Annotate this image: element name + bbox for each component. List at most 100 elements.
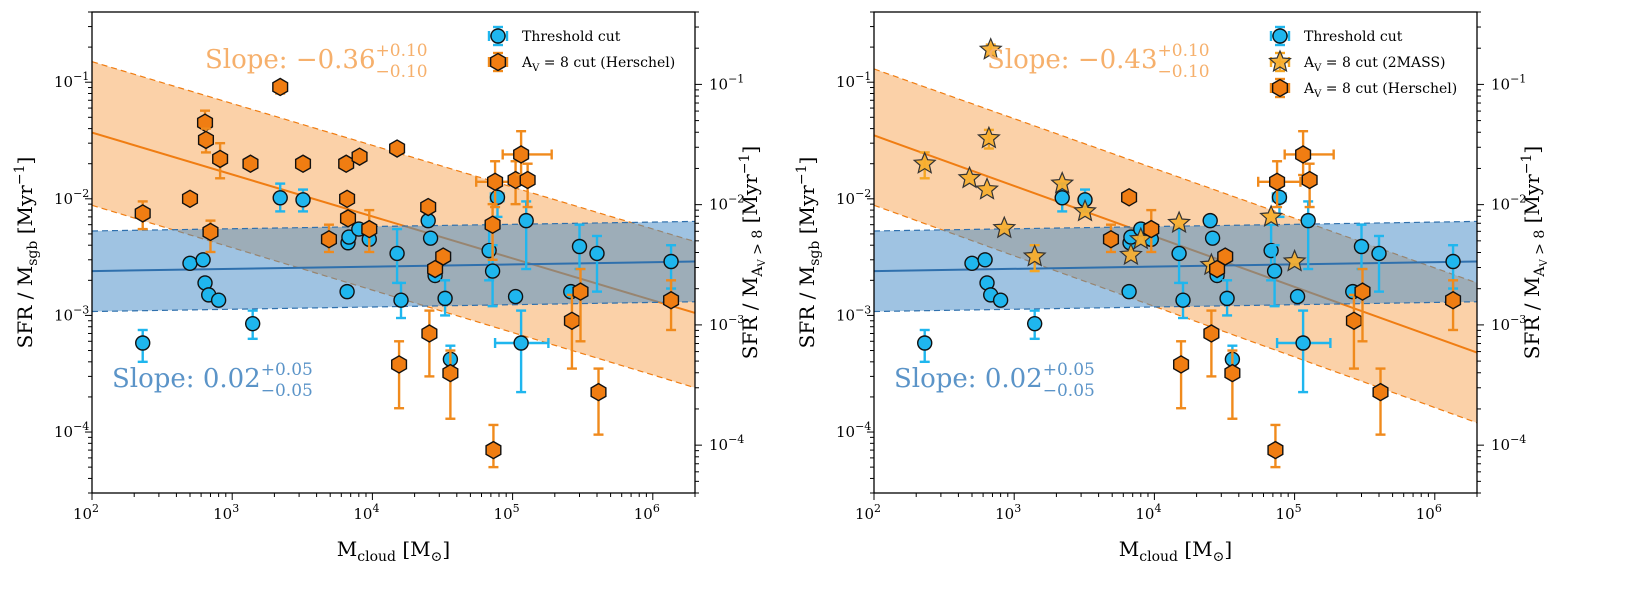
slope-blue-label: Slope: 0.02+0.05 xyxy=(112,360,313,394)
data-point-hexagon xyxy=(420,197,437,217)
x-tick-label: 105 xyxy=(494,502,520,523)
data-point-star xyxy=(1073,198,1097,222)
data-point-circle xyxy=(295,192,311,208)
data-point-star xyxy=(975,177,999,200)
data-point-circle xyxy=(1289,288,1306,305)
x-tick-label: 105 xyxy=(1276,502,1302,523)
panel-left: 102 103 104 105 10610−410−310−210−110−410−31… xyxy=(12,11,768,565)
data-point-hexagon xyxy=(320,229,338,249)
y-axis-title: SFR / Msgb [Myr−1] xyxy=(794,157,823,349)
data-point-star xyxy=(1167,210,1192,234)
series-hexagon xyxy=(1102,130,1462,469)
y-tick-label: 10−4 xyxy=(1491,433,1526,454)
legend-label: AV = 8 cut (Herschel) xyxy=(521,55,675,74)
data-point-circle xyxy=(135,335,151,351)
y-tick-label: 10−1 xyxy=(836,70,871,91)
orange-band xyxy=(92,61,695,388)
data-point-circle xyxy=(393,292,409,308)
data-point-circle xyxy=(513,335,529,351)
data-point-circle xyxy=(1266,263,1283,279)
data-point-star xyxy=(1259,204,1284,228)
x-tick-label: 106 xyxy=(634,502,660,523)
data-point-hexagon xyxy=(1345,311,1362,331)
data-point-circle xyxy=(437,290,453,307)
data-point-star xyxy=(1022,243,1047,267)
y-tick-label: 10−4 xyxy=(836,420,871,441)
y-tick-label: 10−4 xyxy=(54,420,89,441)
y-tick-label: 10−2 xyxy=(54,187,89,208)
data-point-hexagon xyxy=(1121,188,1138,207)
x-tick-label: 104 xyxy=(353,502,379,523)
y-axis-right: 10−410−310−210−1 xyxy=(1477,11,1526,494)
data-point-star xyxy=(957,165,982,189)
data-point-circle xyxy=(1300,212,1316,229)
data-point-circle xyxy=(182,255,198,271)
data-point-hexagon xyxy=(421,324,438,343)
panel-right: 102 103 104 105 10610−410−310−210−110−410−31… xyxy=(794,11,1550,565)
blue-band-lower-edge xyxy=(92,301,695,313)
data-point-circle xyxy=(339,283,355,300)
y-axis-left: 10−4 10−3 10−2 10−1 xyxy=(54,11,92,494)
legend-marker-circle xyxy=(490,28,506,44)
data-point-circle xyxy=(507,288,524,305)
data-point-hexagon xyxy=(1445,290,1462,310)
data-point-star xyxy=(1050,171,1075,194)
slope-orange-label: Slope: −0.36+0.10 xyxy=(205,41,428,75)
y2-axis-title: SFR / MAV > 8 [Myr−1] xyxy=(1519,146,1550,359)
y-tick-label: 10−2 xyxy=(836,187,871,208)
y-axis-title: SFR / Msgb [Myr−1] xyxy=(12,157,41,349)
x-tick-label: 104 xyxy=(1135,502,1161,523)
legend: Threshold cut AV = 8 cut (Herschel) xyxy=(487,25,675,74)
legend-marker-circle xyxy=(1272,28,1288,44)
data-point-hexagon xyxy=(339,209,357,228)
series-hexagon xyxy=(134,77,680,469)
data-point-hexagon xyxy=(663,290,680,310)
data-point-hexagon xyxy=(1217,247,1234,266)
data-point-circle xyxy=(1219,290,1235,307)
data-point-hexagon xyxy=(272,77,289,97)
slope-orange-label-lower: −0.10 xyxy=(376,62,428,82)
data-point-circle xyxy=(1371,245,1387,262)
data-point-circle xyxy=(589,245,605,262)
data-point-circle xyxy=(917,335,933,351)
data-point-hexagon xyxy=(563,311,580,331)
series-star xyxy=(912,37,1307,276)
data-point-circle xyxy=(272,190,288,206)
data-point-circle xyxy=(1445,253,1461,270)
legend-marker-hexagon xyxy=(1271,78,1289,98)
data-point-hexagon xyxy=(1301,170,1318,190)
data-point-hexagon xyxy=(294,154,312,174)
x-axis: 102 103 104 105 106 xyxy=(855,493,1478,523)
data-point-star xyxy=(976,125,1001,149)
data-point-hexagon xyxy=(1143,219,1160,239)
blue-band-upper-edge xyxy=(92,220,695,232)
data-point-circle xyxy=(964,255,980,271)
data-point-circle xyxy=(422,230,439,246)
plot-area xyxy=(92,61,695,469)
x-tick-label: 102 xyxy=(73,502,99,523)
data-point-hexagon xyxy=(391,355,408,374)
legend-label: Threshold cut xyxy=(522,29,621,45)
data-point-hexagon xyxy=(442,363,459,383)
data-point-hexagon xyxy=(572,282,589,301)
y-tick-label: 10−3 xyxy=(836,303,871,324)
data-point-hexagon xyxy=(389,139,406,158)
y-tick-label: 10−1 xyxy=(54,70,89,91)
data-point-star xyxy=(978,37,1003,60)
data-point-hexagon xyxy=(1354,282,1371,301)
y-axis-left: 10−4 10−3 10−2 10−1 xyxy=(836,11,874,494)
data-point-circle xyxy=(571,238,588,255)
data-point-circle xyxy=(1171,245,1187,262)
data-point-circle xyxy=(244,315,261,332)
x-tick-label: 106 xyxy=(1416,502,1442,523)
legend-label: AV = 8 cut (2MASS) xyxy=(1303,55,1446,74)
data-point-circle xyxy=(992,292,1009,308)
data-point-hexagon xyxy=(435,247,452,266)
y-axis-right: 10−410−310−210−1 xyxy=(695,11,744,494)
y-tick-label: 10−4 xyxy=(709,433,744,454)
x-tick-label: 103 xyxy=(213,502,239,523)
data-point-hexagon xyxy=(197,130,215,150)
data-point-hexagon xyxy=(134,204,151,223)
data-point-hexagon xyxy=(202,222,219,242)
